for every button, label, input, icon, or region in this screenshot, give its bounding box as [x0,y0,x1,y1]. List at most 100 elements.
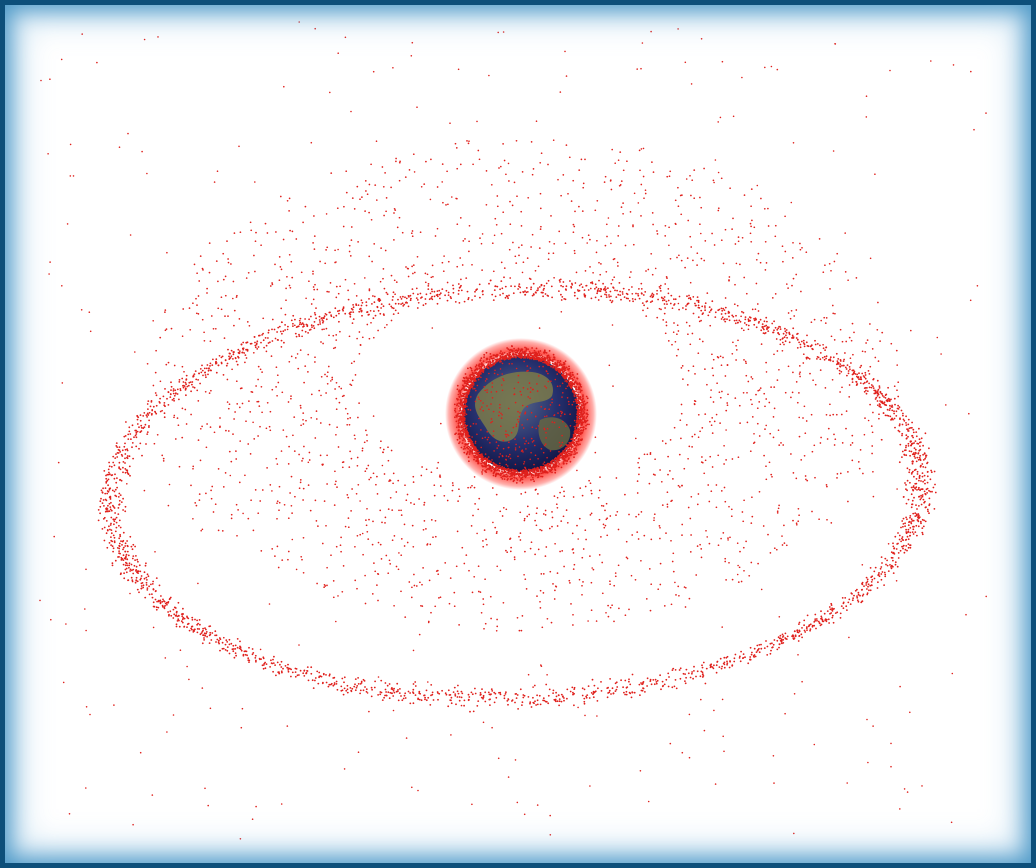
debris-point [295,335,298,338]
debris-point [309,509,312,512]
debris-point [400,590,402,593]
debris-point [155,349,157,352]
debris-point [431,327,434,329]
debris-point [861,564,864,566]
debris-point [136,588,139,591]
debris-point [893,417,896,420]
debris-point [656,293,658,295]
debris-point [836,611,839,614]
debris-point [159,402,161,404]
debris-point [288,197,291,200]
debris-point [146,172,148,175]
debris-point [925,506,927,508]
debris-point [446,281,449,284]
debris-point [277,326,280,329]
debris-point [540,665,543,667]
debris-point [540,225,542,228]
debris-point [332,347,335,350]
debris-point [415,287,418,290]
debris-point [198,628,201,630]
debris-point [900,409,903,412]
debris-point [490,355,493,358]
debris-point [485,538,487,541]
debris-point [212,358,214,361]
debris-point [876,587,879,589]
debris-point [146,589,149,591]
debris-point [728,311,731,314]
debris-point [137,560,139,563]
debris-point [910,506,913,509]
debris-point [500,232,503,235]
debris-point [875,396,878,399]
debris-point [454,693,457,695]
debris-point [324,262,327,265]
debris-point [337,52,340,54]
debris-point [526,505,529,508]
debris-point [866,380,869,383]
debris-point [467,693,470,696]
debris-point [884,557,887,560]
debris-point [598,290,601,292]
debris-point [680,213,683,216]
debris-point [445,204,447,206]
debris-point [813,743,816,746]
debris-point [262,664,265,666]
debris-point [436,467,439,469]
debris-point [872,411,874,414]
debris-point [712,358,715,361]
debris-point [600,504,603,507]
debris-point [821,620,824,623]
debris-point [452,484,454,487]
debris-point [450,734,452,736]
debris-point [139,570,142,573]
debris-point [201,528,204,531]
debris-point [287,670,290,673]
debris-point [798,392,800,394]
debris-point [904,525,906,528]
debris-point [611,148,613,151]
debris-point [449,699,452,701]
debris-point [519,688,522,691]
debris-point [356,464,359,467]
debris-point [262,339,265,342]
debris-point [505,173,507,176]
debris-point [573,688,576,690]
debris-point [806,614,809,617]
debris-point [856,596,859,599]
debris-point [503,697,506,700]
debris-point [482,293,484,296]
debris-point [342,307,345,310]
debris-point [905,424,908,426]
debris-point [359,198,361,201]
debris-point [275,366,278,369]
debris-point [402,305,405,307]
debris-point [916,473,919,475]
debris-point [350,110,352,113]
debris-point [626,160,628,163]
debris-point [472,710,475,713]
debris-point [222,374,225,376]
debris-point [163,404,166,407]
debris-point [146,403,149,405]
debris-point [153,605,156,608]
debris-point [397,298,399,301]
debris-point [587,234,590,237]
debris-point [466,140,468,142]
debris-point [643,534,646,537]
debris-point [905,545,908,547]
debris-point [307,371,309,373]
debris-point [142,415,145,417]
debris-point [508,248,511,251]
debris-point [831,614,834,617]
debris-point [467,142,470,145]
debris-point [491,690,494,692]
debris-point [602,282,604,285]
debris-point [643,304,645,307]
debris-point [844,271,847,273]
debris-point [206,364,209,366]
debris-point [819,624,822,627]
debris-point [644,192,647,195]
debris-point [781,633,784,636]
debris-point [744,316,747,318]
debris-point [703,729,706,732]
